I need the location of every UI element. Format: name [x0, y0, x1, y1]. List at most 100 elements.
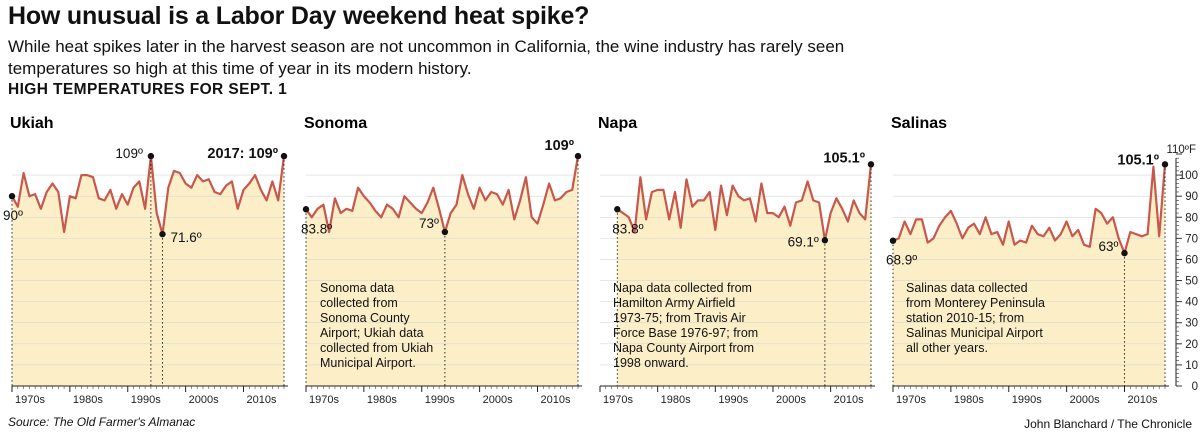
x-tick-label: 1990s [718, 394, 748, 406]
source-note-line: Airport; Ukiah data [320, 326, 424, 340]
annotation-label: 73º [419, 216, 439, 231]
annotation-label: 83.8º [612, 221, 643, 236]
annotation-label: 71.6º [170, 230, 201, 245]
y-tick-label: 10 [1185, 360, 1198, 372]
y-tick-label: 100 [1179, 170, 1198, 182]
panel-title: Ukiah [10, 115, 54, 132]
source-note-line: 1973-75; from Travis Air [613, 311, 746, 325]
series-line [305, 155, 580, 234]
y-tick-label: 70 [1185, 233, 1198, 245]
small-multiples: Ukiah 1970s 1980s 1990s 2000s 2010s 90º 109º 71.… [0, 108, 1200, 416]
headline: How unusual is a Labor Day weekend heat … [8, 2, 590, 30]
x-tick-label: 1990s [1012, 394, 1042, 406]
annotation-label: 109º [115, 146, 143, 161]
annotation-label: 105.1º [1117, 152, 1159, 168]
panel-title: Napa [598, 115, 637, 132]
panel-salinas: Salinas 1970s 1980s 1990s 2000s 2010s 68.9º 63º… [886, 115, 1169, 406]
y-tick-label: 20 [1185, 339, 1198, 351]
x-tick-label: 1980s [661, 394, 691, 406]
credit: John Blanchard / The Chronicle [1024, 417, 1192, 431]
source-note-line: from Monterey Peninsula [906, 296, 1045, 310]
series-line [892, 164, 1167, 255]
subhead: HIGH TEMPERATURES FOR SEPT. 1 [8, 81, 288, 98]
dek: While heat spikes later in the harvest s… [8, 37, 845, 78]
annotation-dot [147, 152, 155, 160]
x-tick-label: 2000s [189, 394, 219, 406]
annotation-dot [8, 192, 16, 200]
annotation-dot [159, 230, 166, 238]
x-tick-label: 2000s [483, 394, 513, 406]
source-note-line: Salinas Municipal Airport [906, 326, 1043, 340]
annotation-dot [280, 152, 288, 160]
annotation-dot [821, 237, 829, 244]
source-note-line: Salinas data collected [906, 281, 1028, 295]
annotation-label: 69.1º [788, 234, 819, 249]
annotation-dot [867, 161, 875, 168]
annotation-dot [614, 206, 621, 213]
area-fill [306, 156, 578, 386]
source-note: Salinas data collected from Monterey Peni… [906, 281, 1045, 355]
x-tick-label: 1990s [425, 394, 455, 406]
annotation-label: 63º [1099, 239, 1119, 254]
annotation-label: 105.1º [823, 150, 865, 166]
source-note-line: Sonoma County [320, 311, 410, 325]
x-tick-label: 1980s [367, 394, 397, 406]
chart-svg: Ukiah 1970s 1980s 1990s 2000s 2010s 90º 109º 71.… [3, 115, 1198, 406]
y-tick-label: 80 [1185, 212, 1198, 224]
x-tick-label: 1970s [309, 394, 339, 406]
x-tick-label: 2010s [834, 394, 864, 406]
x-tick-label: 1970s [896, 394, 926, 406]
source-note-line: station 2010-15; from [906, 311, 1024, 325]
panel-sonoma: Sonoma 1970s 1980s 1990s 2000s 2010s 83.8º 73º 1… [301, 115, 582, 406]
x-tick-label: 2010s [246, 394, 276, 406]
panel-napa: Napa 1970s 1980s 1990s 2000s 2010s 83.8º 69.1º 1… [598, 115, 875, 406]
source-note-line: Hamilton Army Airfield [613, 296, 735, 310]
y-tick-label: 50 [1185, 276, 1198, 288]
annotation-dot [441, 228, 449, 236]
x-tick-label: 1970s [15, 394, 45, 406]
x-tick-label: 1990s [131, 394, 161, 406]
source-note-line: all other years. [906, 341, 988, 355]
area-fill [12, 156, 284, 386]
y-tick-label: 0 [1192, 381, 1198, 393]
annotation-label: 2017: 109º [207, 146, 278, 162]
source-note-line: Municipal Airport. [320, 356, 416, 370]
y-tick-label: 40 [1185, 297, 1198, 309]
y-axis-unit: 110ºF [1166, 144, 1196, 156]
y-tick-label: 30 [1185, 318, 1198, 330]
y-tick-label: 90 [1185, 191, 1198, 203]
source-note-line: Napa County Airport from [613, 341, 754, 355]
x-tick-label: 1980s [954, 394, 984, 406]
annotation-label: 109º [545, 138, 575, 154]
source-note-line: Napa data collected from [613, 281, 752, 295]
series-line [11, 155, 286, 236]
y-tick-label: 60 [1185, 254, 1198, 266]
area-fill [893, 164, 1165, 386]
annotation-label: 90º [3, 208, 23, 223]
series-line [616, 164, 873, 242]
annotation-label: 83.8º [301, 221, 332, 236]
annotation-dot [889, 237, 897, 244]
annotation-dot [1161, 161, 1169, 168]
annotation-label: 68.9º [886, 253, 917, 268]
x-tick-label: 2000s [776, 394, 806, 406]
source-note-line: Force Base 1976-97; from [613, 326, 758, 340]
x-tick-label: 2000s [1070, 394, 1100, 406]
annotation-dot [574, 152, 582, 160]
source-note-line: Sonoma data [320, 281, 394, 295]
source-note: Napa data collected from Hamilton Army Ai… [613, 281, 758, 370]
panel-ukiah: Ukiah 1970s 1980s 1990s 2000s 2010s 90º 109º 71.… [3, 115, 288, 406]
panel-title: Sonoma [304, 115, 367, 132]
source: Source: The Old Farmer's Almanac [8, 415, 196, 429]
annotation-dot [302, 206, 310, 213]
source-note: Sonoma data collected from Sonoma County Ai… [320, 281, 433, 370]
source-note-line: 1998 onward. [613, 356, 689, 370]
annotation-dot [1121, 249, 1128, 257]
source-note-line: collected from Ukiah [320, 341, 433, 355]
x-tick-label: 2010s [540, 394, 570, 406]
area-fill [617, 164, 871, 386]
panel-title: Salinas [891, 115, 947, 132]
x-tick-label: 1980s [73, 394, 103, 406]
source-note-line: collected from [320, 296, 398, 310]
